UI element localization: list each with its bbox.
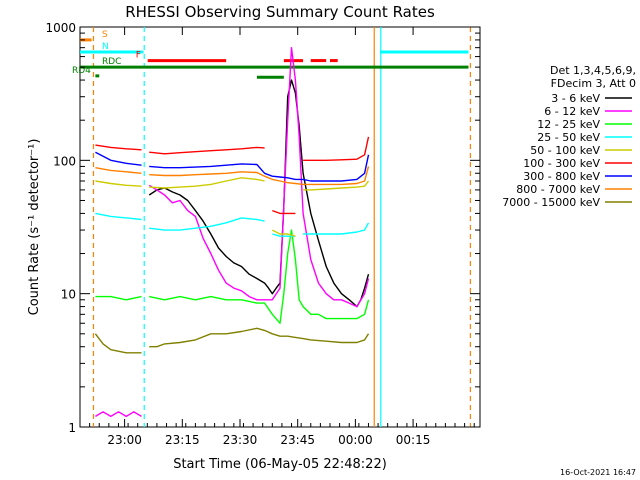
x-tick-label-1: 23:15 [165,433,200,447]
flag-label-4: RD4 [72,66,91,76]
series-lines [94,47,370,418]
y-tick-label-1: 10 [61,288,76,302]
legend-entry-label-3: 25 - 50 keV [537,131,600,144]
x-axis-label: Start Time (06-May-05 22:48:22) [173,457,387,472]
status-flags: SN F RDC RD4 [72,30,469,79]
flag-label-0: S [102,30,108,40]
flag-label-3: RDC [102,57,121,67]
legend-entry-label-4: 50 - 100 keV [530,144,600,157]
legend-entry-label-2: 12 - 25 keV [537,118,600,131]
series-line-2 [95,229,370,324]
plot-frame [79,26,481,428]
series-line-7 [95,166,370,186]
legend-header-0: Det 1,3,4,5,6,9, [550,64,636,77]
chart-title: RHESSI Observing Summary Count Rates [125,3,435,21]
x-tick-label-3: 23:45 [280,433,315,447]
x-tick-label-5: 00:15 [396,433,431,447]
series-line-3 [95,212,370,237]
legend-entry-label-8: 7000 - 15000 keV [502,196,600,209]
y-tick-label-2: 100 [53,154,76,168]
legend-entry-label-6: 300 - 800 keV [523,170,600,183]
series-line-1 [95,47,370,418]
footer-date: 16-Oct-2021 16:47 [560,468,636,477]
legend: Det 1,3,4,5,6,9,FDecim 3, Att 0 3 - 6 keV… [502,64,636,209]
flag-label-2: F [136,51,141,61]
legend-entry-label-7: 800 - 7000 keV [516,183,600,196]
x-tick-label-0: 23:00 [107,433,142,447]
legend-entry-label-1: 6 - 12 keV [544,105,600,118]
series-line-8 [94,327,370,354]
axes: 23:00 23:15 23:30 23:45 00:00 00:15 1 10 100 1000 [45,21,480,447]
x-tick-label-2: 23:30 [223,433,258,447]
legend-entry-label-5: 100 - 300 keV [523,157,600,170]
y-tick-label-0: 1 [68,421,76,435]
x-tick-label-4: 00:00 [338,433,373,447]
vertical-markers [92,27,471,427]
legend-entry-label-0: 3 - 6 keV [551,92,600,105]
flag-label-1: N [102,42,109,52]
y-tick-label-3: 1000 [45,21,76,35]
legend-header-1: FDecim 3, Att 0 [551,77,636,90]
series-line-4 [95,177,370,237]
series-line-5 [95,136,370,215]
series-line-6 [95,151,370,182]
series-line-0 [148,79,370,308]
y-axis-label: Count Rate (s⁻¹ detector⁻¹) [27,139,42,316]
